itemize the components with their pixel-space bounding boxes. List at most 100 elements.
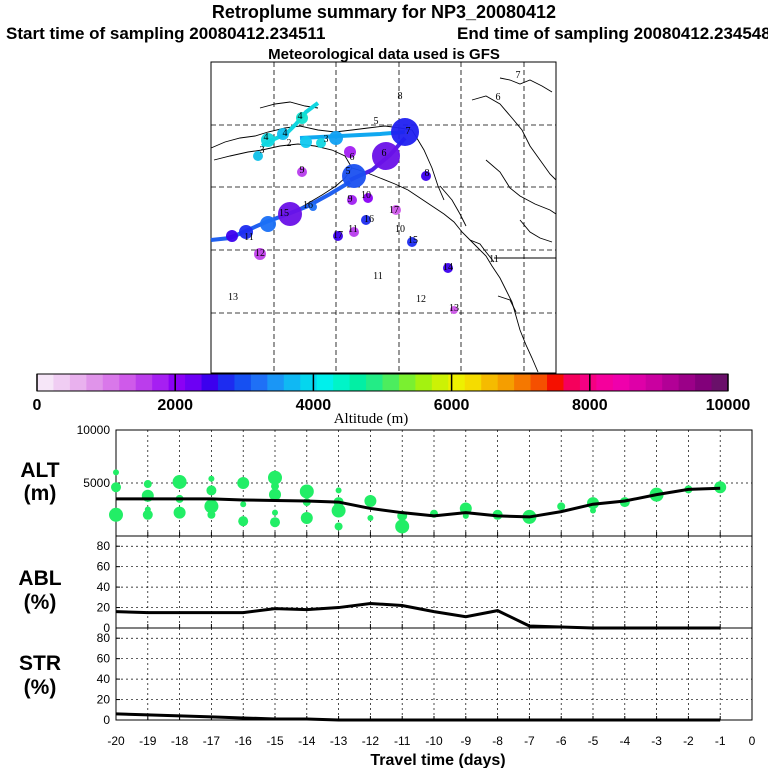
y-tick-label: 10000 bbox=[77, 423, 111, 437]
start-time: Start time of sampling 20080412.234511 bbox=[6, 24, 326, 43]
abl-ylabel-name: ABL bbox=[18, 567, 61, 590]
day-label: 10 bbox=[361, 190, 371, 201]
x-axis-label: Travel time (days) bbox=[370, 752, 505, 768]
str-ylabel-unit: (%) bbox=[24, 676, 57, 699]
y-tick-label: 0 bbox=[103, 621, 110, 635]
colorbar-cell bbox=[333, 374, 351, 391]
x-tick-labels: -20 -19 -18 -17 -16 -15 -14 -13 -12 -11 -10 -9 -8 -7-… bbox=[107, 734, 755, 748]
y-tick-label: 60 bbox=[97, 652, 111, 666]
plume-blobs bbox=[226, 112, 458, 314]
y-tick-label: 0 bbox=[103, 713, 110, 727]
alt-point bbox=[557, 502, 566, 511]
day-label: 15 bbox=[279, 208, 289, 219]
colorbar-cell bbox=[168, 374, 186, 391]
colorbar-cell bbox=[37, 374, 54, 391]
x-tick-label: 0 bbox=[749, 734, 756, 748]
y-tick-label: 80 bbox=[97, 631, 111, 645]
plume-blob bbox=[347, 195, 357, 205]
alt-point bbox=[299, 484, 314, 499]
colorbar-cell bbox=[300, 374, 318, 391]
colorbar-cell bbox=[185, 374, 203, 391]
day-label: 3 bbox=[324, 134, 329, 145]
x-tick-label: -19 bbox=[139, 734, 157, 748]
colorbar-cell bbox=[102, 374, 120, 391]
day-label: 5 bbox=[346, 166, 351, 177]
day-label: 11 bbox=[244, 232, 254, 243]
colorbar-cell bbox=[514, 374, 532, 391]
day-label: 4 bbox=[264, 132, 269, 143]
day-label: 12 bbox=[255, 248, 265, 259]
day-label: 9 bbox=[300, 165, 305, 176]
alt-point bbox=[462, 512, 469, 519]
x-tick-label: -20 bbox=[107, 734, 125, 748]
day-label: 15 bbox=[408, 235, 418, 246]
plume-blob bbox=[333, 231, 343, 241]
day-label: 14 bbox=[443, 262, 453, 273]
alt-ylabel-unit: (m) bbox=[24, 482, 57, 505]
alt-point bbox=[367, 514, 374, 521]
alt-gridlines bbox=[115, 430, 753, 536]
colorbar-cell bbox=[316, 374, 334, 391]
alt-point bbox=[142, 509, 153, 520]
x-tick-label: -3 bbox=[651, 734, 662, 748]
alt-point bbox=[113, 469, 119, 476]
day-label: 16 bbox=[364, 214, 374, 225]
colorbar-cell bbox=[86, 374, 104, 391]
alt-point bbox=[270, 517, 280, 528]
plume-blob bbox=[363, 193, 373, 203]
colorbar-cell bbox=[201, 374, 219, 391]
colorbar-cell bbox=[448, 374, 466, 391]
y-tick-label: 80 bbox=[97, 539, 111, 553]
colorbar-cell bbox=[662, 374, 680, 391]
str-ytick-labels: 0 20 40 60 80 bbox=[97, 631, 120, 727]
x-tick-label: -13 bbox=[330, 734, 348, 748]
colorbar-cell bbox=[267, 374, 285, 391]
alt-points bbox=[109, 469, 727, 534]
colorbar-cell bbox=[645, 374, 663, 391]
plume-blob bbox=[309, 203, 317, 211]
colorbar-cell bbox=[612, 374, 630, 391]
colorbar-cell bbox=[530, 374, 548, 391]
colorbar-cell bbox=[695, 374, 713, 391]
plume-blob bbox=[277, 128, 289, 140]
x-tick-label: -8 bbox=[492, 734, 503, 748]
alt-point bbox=[240, 501, 247, 508]
x-tick-label: -16 bbox=[235, 734, 253, 748]
day-label: 8 bbox=[398, 91, 403, 102]
plume-blob bbox=[342, 164, 366, 188]
x-tick-label: -9 bbox=[460, 734, 471, 748]
plume-blob bbox=[226, 230, 238, 242]
alt-ylabel-name: ALT bbox=[20, 459, 59, 482]
plume-blob bbox=[450, 306, 458, 314]
colorbar-tick-label: 6000 bbox=[434, 397, 470, 414]
colorbar-cell bbox=[579, 374, 597, 391]
colorbar-cell bbox=[234, 374, 252, 391]
colorbar-cell bbox=[135, 374, 153, 391]
x-tick-label: -7 bbox=[524, 734, 535, 748]
colorbar-cell bbox=[152, 374, 170, 391]
alt-ytick-labels: 5000 10000 bbox=[77, 423, 120, 490]
alt-point bbox=[237, 477, 250, 489]
day-label: 11 bbox=[373, 271, 383, 282]
abl-ytick-labels: 0 20 40 60 80 bbox=[97, 539, 120, 635]
day-label: 4 bbox=[283, 128, 288, 139]
colorbar-cells bbox=[37, 374, 729, 391]
plume-blob bbox=[261, 133, 275, 147]
met-data-label: Meteorological data used is GFS bbox=[268, 46, 500, 63]
plume-blob bbox=[300, 136, 312, 148]
colorbar-cell bbox=[563, 374, 581, 391]
colorbar-cell bbox=[366, 374, 383, 391]
abl-panel: 0 20 40 60 80 ABL (%) bbox=[18, 535, 753, 635]
alt-point bbox=[269, 488, 281, 501]
str-gridlines bbox=[115, 628, 753, 720]
day-label: 7 bbox=[516, 70, 521, 81]
alt-point bbox=[111, 482, 121, 493]
colorbar-cell bbox=[629, 374, 647, 391]
plume-blob bbox=[278, 202, 302, 226]
y-tick-label: 20 bbox=[97, 693, 111, 707]
map-gridlines bbox=[211, 62, 556, 373]
plume-blob bbox=[421, 171, 431, 181]
